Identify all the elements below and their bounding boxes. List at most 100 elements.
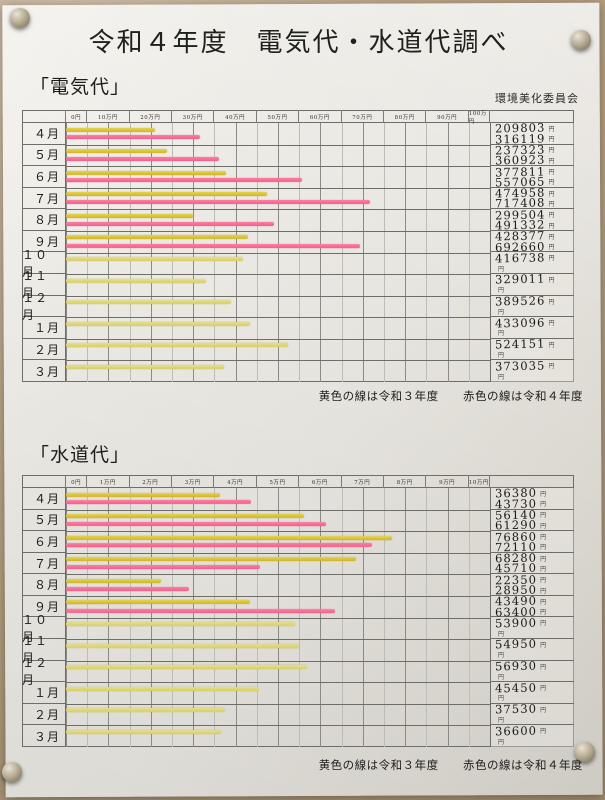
elec-axis-tick-2: 20万円 — [130, 110, 172, 123]
water-bar-r3-6 — [66, 621, 295, 627]
water-value-row-14: 54950 円 — [491, 637, 574, 652]
elec-month-label-4: ８月 — [22, 209, 65, 231]
elec-value-row-8: 299504 円 — [491, 207, 574, 222]
elec-axis-tick-7: 70万円 — [342, 110, 384, 123]
elec-axis-tick-10: 100万円 — [469, 110, 490, 125]
elec-value-row-21: 円 — [491, 350, 574, 361]
elec-value-row-0: 209803 円 — [491, 121, 574, 136]
elec-gridline-h-5 — [66, 230, 490, 232]
elec-month-label-8: １２月 — [22, 291, 65, 322]
elec-value-row-23: 円 — [491, 371, 574, 382]
elec-value-row-7: 717408 円 — [491, 196, 574, 211]
water-axis-tick-7: 7万円 — [342, 475, 384, 488]
water-gridline-h-9 — [66, 682, 490, 684]
legend-pink-text: 赤色の線は令和４年度 — [463, 389, 583, 403]
water-axis-tick-9: 9万円 — [426, 475, 469, 488]
water-yen-17: 円 — [498, 674, 505, 681]
pin-top-right — [571, 30, 591, 50]
elec-value-row-20: 524151 円 — [491, 337, 574, 352]
pin-bottom-right — [575, 742, 595, 762]
elec-yen-0: 円 — [548, 126, 555, 133]
elec-yen-14: 円 — [548, 277, 555, 284]
water-bar-r4-5 — [66, 608, 335, 613]
elec-axis-tick-8: 80万円 — [384, 110, 427, 123]
water-month-label-9: １月 — [22, 682, 65, 704]
water-yen-11: 円 — [540, 610, 547, 617]
water-gridline-h-2 — [66, 531, 490, 533]
elec-yen-3: 円 — [548, 158, 555, 165]
water-value-row-6: 68280 円 — [491, 551, 574, 566]
elec-yen-21: 円 — [498, 353, 505, 360]
elec-value-row-2: 237323 円 — [491, 142, 574, 157]
elec-axis-tick-3: 30万円 — [172, 110, 215, 123]
water-bar-r4-2 — [66, 543, 372, 548]
water-month-label-5: ９月 — [22, 596, 65, 618]
water-value-row-10: 43490 円 — [491, 594, 574, 609]
elec-value-row-19: 円 — [491, 328, 574, 339]
water-value-row-16: 56930 円 — [491, 659, 574, 674]
water-bar-r4-4 — [66, 586, 189, 591]
elec-gridline-h-8 — [66, 295, 490, 297]
elec-value-row-9: 491332 円 — [491, 217, 574, 233]
water-yen-3: 円 — [540, 523, 547, 530]
water-month-label-2: ６月 — [22, 531, 65, 553]
water-month-label-10: ２月 — [22, 704, 65, 726]
water-value-row-20: 37530 円 — [491, 702, 574, 717]
elec-value-row-12: 416738 円 — [491, 250, 574, 265]
water-bar-r3-3 — [66, 556, 356, 561]
elec-yen-18: 円 — [548, 321, 555, 328]
elec-bar-r3-1 — [66, 148, 167, 153]
water-yen-4: 円 — [540, 535, 547, 542]
elec-yen-4: 円 — [548, 170, 555, 177]
water-month-label-8: １２月 — [22, 656, 65, 687]
water-bar-r4-1 — [66, 522, 326, 527]
water-yen-9: 円 — [540, 588, 547, 595]
legend-yellow-text-2: 黄色の線は令和３年度 — [318, 758, 439, 772]
elec-gridline-h-2 — [66, 166, 490, 168]
water-value-row-9: 28950 円 — [491, 583, 574, 597]
water-value-row-23: 円 — [491, 736, 574, 747]
elec-yen-9: 円 — [548, 223, 555, 230]
elec-bar-r3-6 — [66, 256, 243, 262]
elec-yen-6: 円 — [548, 191, 555, 198]
elec-bar-r3-2 — [66, 170, 227, 176]
elec-bar-r3-7 — [66, 278, 206, 283]
water-value-column: 36380 円 43730 円 56140 円 61290 円 76860 円 72110 円 6828… — [490, 486, 574, 747]
elec-gridline-h-9 — [66, 317, 490, 319]
water-axis-tick-0: 0円 — [66, 475, 88, 488]
water-yen-20: 円 — [540, 707, 547, 714]
elec-value-row-3: 360923 円 — [491, 153, 574, 168]
elec-bar-r3-5 — [66, 234, 248, 239]
elec-bar-r3-8 — [66, 299, 232, 304]
elec-axis-tick-1: 10万円 — [87, 110, 130, 123]
elec-axis-tick-0: 0円 — [66, 110, 88, 123]
pin-bottom-left — [2, 762, 22, 782]
elec-month-label-10: ２月 — [22, 339, 65, 361]
elec-yen-13: 円 — [498, 266, 505, 273]
elec-month-label-3: ７月 — [22, 188, 65, 210]
elec-value-row-10: 428377 円 — [491, 229, 574, 244]
water-yen-14: 円 — [540, 642, 547, 649]
elec-value-row-1: 316119 円 — [491, 131, 574, 146]
elec-gridline-h-7 — [66, 274, 490, 276]
electricity-plot-area — [66, 123, 490, 382]
water-bar-r3-10 — [66, 707, 226, 712]
water-yen-13: 円 — [498, 631, 505, 638]
water-yen-0: 円 — [540, 491, 547, 498]
water-value-row-13: 円 — [491, 628, 574, 640]
water-bar-r4-0 — [66, 500, 252, 505]
elec-yen-7: 円 — [548, 201, 555, 208]
water-yen-12: 円 — [540, 621, 547, 628]
elec-yen-10: 円 — [548, 234, 555, 241]
water-value-row-17: 円 — [491, 671, 574, 683]
water-gridline-h-5 — [66, 595, 490, 597]
elec-value-row-14: 329011 円 — [491, 272, 574, 287]
water-month-label-1: ５月 — [22, 510, 65, 532]
water-bar-r3-1 — [66, 513, 305, 518]
elec-gridline-h-1 — [66, 144, 490, 146]
elec-axis-tick-4: 40万円 — [214, 110, 257, 123]
elec-yen-12: 円 — [548, 256, 555, 263]
water-value-row-18: 45450 円 — [491, 680, 574, 695]
water-value-row-0: 36380 円 — [491, 486, 574, 501]
elec-yen-2: 円 — [548, 148, 555, 155]
